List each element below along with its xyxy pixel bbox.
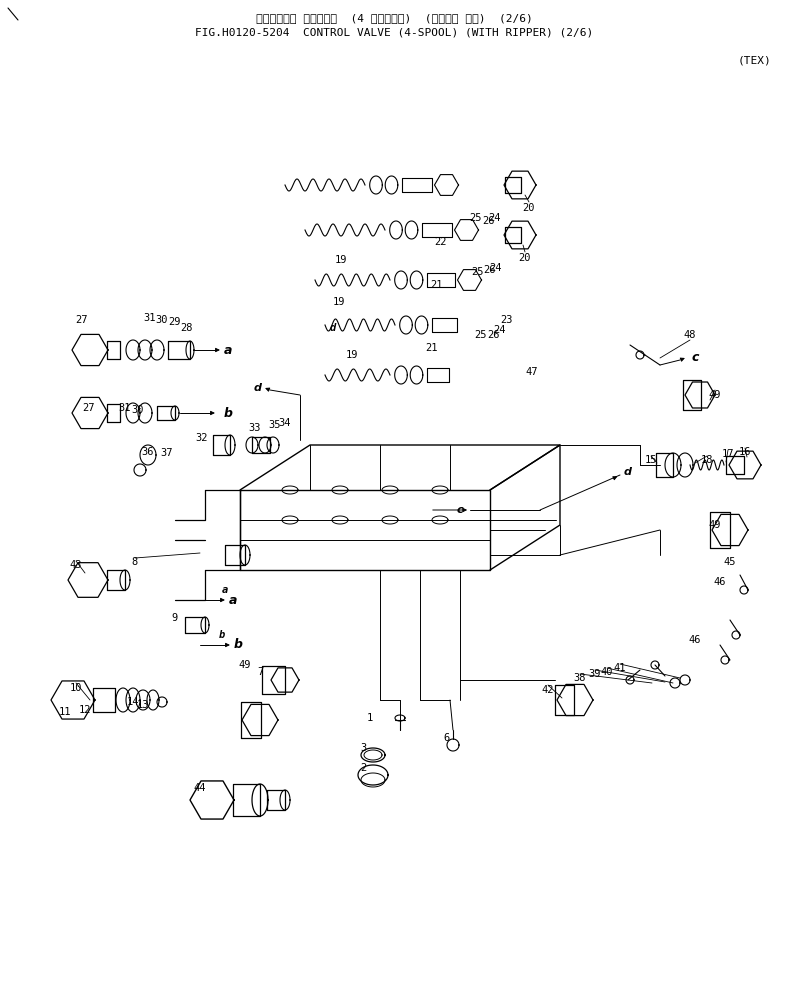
Text: 26: 26 xyxy=(484,265,497,275)
Text: b: b xyxy=(219,630,225,640)
Text: 10: 10 xyxy=(70,683,83,693)
Text: 21: 21 xyxy=(426,343,438,353)
Text: 15: 15 xyxy=(645,455,657,465)
Text: 13: 13 xyxy=(137,700,150,710)
Text: 46: 46 xyxy=(714,577,726,587)
Text: 27: 27 xyxy=(83,403,95,413)
Text: (TEX): (TEX) xyxy=(738,55,772,65)
Text: コントロール パルプ  (4 スプ゚ール)  (リッパ゚ サキ)  (2/6): コントロール パルプ (4 スプ゚ール) (リッパ゚ サキ) (2/6) xyxy=(256,13,532,23)
Text: FIG.H0120-5204  CONTROL VALVE (4-SPOOL) (WITH RIPPER) (2/6): FIG.H0120-5204 CONTROL VALVE (4-SPOOL) (… xyxy=(195,27,593,37)
Text: b: b xyxy=(234,639,242,652)
Text: a: a xyxy=(229,594,237,607)
Text: 8: 8 xyxy=(132,557,139,567)
Text: 19: 19 xyxy=(345,350,358,360)
Text: a: a xyxy=(222,585,228,595)
Text: 1: 1 xyxy=(367,713,373,723)
Text: 19: 19 xyxy=(334,255,347,265)
Text: a: a xyxy=(224,343,232,356)
Text: 25: 25 xyxy=(475,330,487,340)
Text: d: d xyxy=(624,467,632,477)
Text: 49: 49 xyxy=(709,390,721,400)
Text: 33: 33 xyxy=(249,423,261,433)
Text: 44: 44 xyxy=(194,783,206,793)
Text: 30: 30 xyxy=(131,405,144,415)
Text: 24: 24 xyxy=(489,213,501,223)
Text: 41: 41 xyxy=(614,663,626,673)
Text: 27: 27 xyxy=(76,315,88,325)
Text: 35: 35 xyxy=(268,420,281,430)
Text: d: d xyxy=(254,383,262,393)
Text: 26: 26 xyxy=(488,330,501,340)
Text: 38: 38 xyxy=(574,673,586,683)
Text: 29: 29 xyxy=(168,317,181,327)
Text: 16: 16 xyxy=(739,447,752,457)
Text: 30: 30 xyxy=(156,315,168,325)
Text: 25: 25 xyxy=(471,267,484,277)
Text: 39: 39 xyxy=(589,669,601,679)
Text: 42: 42 xyxy=(541,685,554,695)
Text: 3: 3 xyxy=(360,743,366,753)
Text: 31: 31 xyxy=(119,403,131,413)
Text: 18: 18 xyxy=(700,455,713,465)
Text: 26: 26 xyxy=(482,216,495,226)
Text: 21: 21 xyxy=(430,280,443,290)
Text: 12: 12 xyxy=(79,705,91,715)
Text: 20: 20 xyxy=(519,253,531,263)
Text: 22: 22 xyxy=(434,237,447,247)
Text: 34: 34 xyxy=(279,418,291,428)
Text: c: c xyxy=(456,505,464,515)
Text: 2: 2 xyxy=(360,763,366,773)
Text: 28: 28 xyxy=(181,323,194,333)
Text: c: c xyxy=(691,350,699,363)
Text: b: b xyxy=(224,406,232,419)
Text: 14: 14 xyxy=(127,697,139,707)
Text: 20: 20 xyxy=(523,203,535,213)
Text: 32: 32 xyxy=(196,433,209,443)
Text: 36: 36 xyxy=(142,447,154,457)
Text: 24: 24 xyxy=(490,263,502,273)
Text: 9: 9 xyxy=(172,613,178,623)
Text: d: d xyxy=(330,323,336,333)
Text: 23: 23 xyxy=(501,315,513,325)
Text: 49: 49 xyxy=(709,520,721,530)
Text: 48: 48 xyxy=(684,330,696,340)
Text: 11: 11 xyxy=(59,707,72,717)
Text: 40: 40 xyxy=(600,667,613,677)
Text: 6: 6 xyxy=(444,733,450,743)
Text: 25: 25 xyxy=(470,213,482,223)
Text: 45: 45 xyxy=(724,557,737,567)
Text: 46: 46 xyxy=(689,635,701,645)
Text: 43: 43 xyxy=(70,560,83,570)
Text: 37: 37 xyxy=(161,448,173,458)
Text: 7: 7 xyxy=(257,667,263,677)
Text: 17: 17 xyxy=(722,449,734,459)
Text: 19: 19 xyxy=(333,297,345,307)
Text: 47: 47 xyxy=(526,367,538,377)
Text: 49: 49 xyxy=(238,660,251,670)
Text: 31: 31 xyxy=(144,313,157,323)
Text: 24: 24 xyxy=(493,325,506,335)
